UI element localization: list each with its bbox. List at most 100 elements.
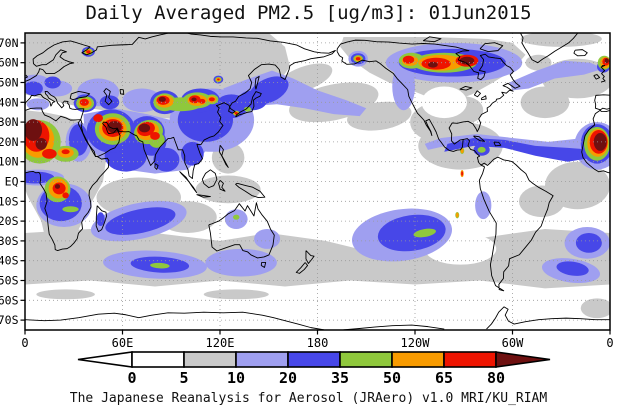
pm25-blob <box>556 261 589 276</box>
pm25-blob <box>25 119 43 141</box>
pm25-blob <box>355 57 361 61</box>
pm25-blob <box>105 207 176 235</box>
pm25-blob <box>203 289 269 300</box>
colorbar-segment <box>443 351 497 368</box>
pm25-blob <box>475 191 492 220</box>
pm25-blob <box>377 214 446 252</box>
pm25-blob <box>191 97 197 102</box>
pm25-blob <box>575 232 602 253</box>
pm25-blob <box>150 262 170 269</box>
coastline <box>343 324 445 330</box>
coastline <box>486 306 610 330</box>
pm25-blob <box>455 212 459 218</box>
lat-tick-label: 30S <box>0 234 19 248</box>
colorbar-segment <box>287 351 341 368</box>
coastline <box>208 202 275 259</box>
coastline <box>201 169 218 189</box>
coastline <box>459 86 473 91</box>
coastline <box>305 250 315 264</box>
lat-tick-label: 70N <box>0 36 19 50</box>
pm25-blob <box>217 78 220 81</box>
coastline <box>473 135 485 142</box>
colorbar-segment <box>131 351 185 368</box>
pm25-blob <box>62 192 69 199</box>
coastline <box>25 119 110 252</box>
lat-tick-label: 10N <box>0 155 19 169</box>
coastline <box>235 182 266 198</box>
colorbar-label: 35 <box>331 369 349 387</box>
pm25-blob <box>138 123 151 133</box>
pm25-blob <box>233 214 240 220</box>
coastline <box>422 36 442 43</box>
coastlines <box>25 33 610 330</box>
lon-tick-label: 120E <box>206 336 235 350</box>
coastline <box>154 163 159 170</box>
lat-tick-label: 20S <box>0 214 19 228</box>
pm25-blob <box>477 146 486 153</box>
pm25-blob <box>158 96 166 102</box>
coastline <box>218 179 226 192</box>
coastline <box>336 39 521 145</box>
pm25-blob <box>93 114 103 123</box>
pm25-blob <box>96 212 105 227</box>
lat-tick-label: EQ <box>5 175 19 189</box>
coastline <box>119 88 125 95</box>
chart-title: Daily Averaged PM2.5 [ug/m3]: 01Jun2015 <box>85 2 532 24</box>
pm25-blob <box>428 61 438 68</box>
pm25-blob <box>254 229 281 249</box>
lat-tick-label: 60S <box>0 293 19 307</box>
coastline <box>235 91 262 118</box>
lon-tick-label: 180 <box>307 336 329 350</box>
colorbar: 0 5 10 20 35 50 65 80 <box>77 351 551 387</box>
colorbar-label: 50 <box>383 369 401 387</box>
coastline <box>260 262 267 268</box>
coastline <box>593 74 601 80</box>
pm25-blob <box>36 289 95 300</box>
pm25-blob <box>79 98 89 106</box>
coastline <box>69 90 91 101</box>
coastline <box>600 65 606 83</box>
colorbar-label: 20 <box>279 369 297 387</box>
colorbar-segment <box>183 351 237 368</box>
pm25-blob <box>248 76 289 105</box>
coastline <box>103 88 113 106</box>
pm25-blob <box>25 81 43 96</box>
coastline <box>295 262 309 274</box>
pm25-field <box>25 33 610 330</box>
pm25-blob <box>62 206 79 213</box>
lat-tick-label: 60N <box>0 56 19 70</box>
coastline <box>336 51 554 292</box>
colorbar-label: 65 <box>435 369 453 387</box>
lat-tick-label: 10S <box>0 194 19 208</box>
pm25-blob <box>421 86 467 119</box>
lat-tick-label: 20N <box>0 135 19 149</box>
coastline <box>25 311 325 330</box>
colorbar-segment <box>235 351 289 368</box>
pm25-blob <box>459 56 475 65</box>
pm25-blob <box>244 106 252 112</box>
graticule <box>25 33 610 330</box>
pm25-blob <box>525 54 552 71</box>
caption: The Japanese Reanalysis for Aerosol (JRA… <box>69 391 548 406</box>
lat-tick-label: 40N <box>0 95 19 109</box>
pm25-blob <box>402 55 415 64</box>
lat-tick-label: 50S <box>0 274 19 288</box>
colorbar-below-arrow <box>77 351 133 368</box>
colorbar-above-arrow <box>495 351 551 368</box>
pm25-blob <box>44 76 61 89</box>
pm25-blob <box>580 298 610 319</box>
lon-tick-label: 120W <box>401 336 431 350</box>
colorbar-label: 10 <box>227 369 245 387</box>
coastline <box>493 141 502 147</box>
pm25-blob <box>205 248 277 277</box>
pm25-blob <box>460 148 464 154</box>
pm25-blob <box>198 98 206 104</box>
pm25-blob <box>234 112 238 115</box>
lon-tick-label: 0 <box>606 336 613 350</box>
pm25-blob <box>153 147 180 172</box>
colorbar-segment <box>339 351 393 368</box>
colorbar-segment <box>391 351 445 368</box>
lat-tick-label: 40S <box>0 254 19 268</box>
coastline <box>254 75 260 90</box>
